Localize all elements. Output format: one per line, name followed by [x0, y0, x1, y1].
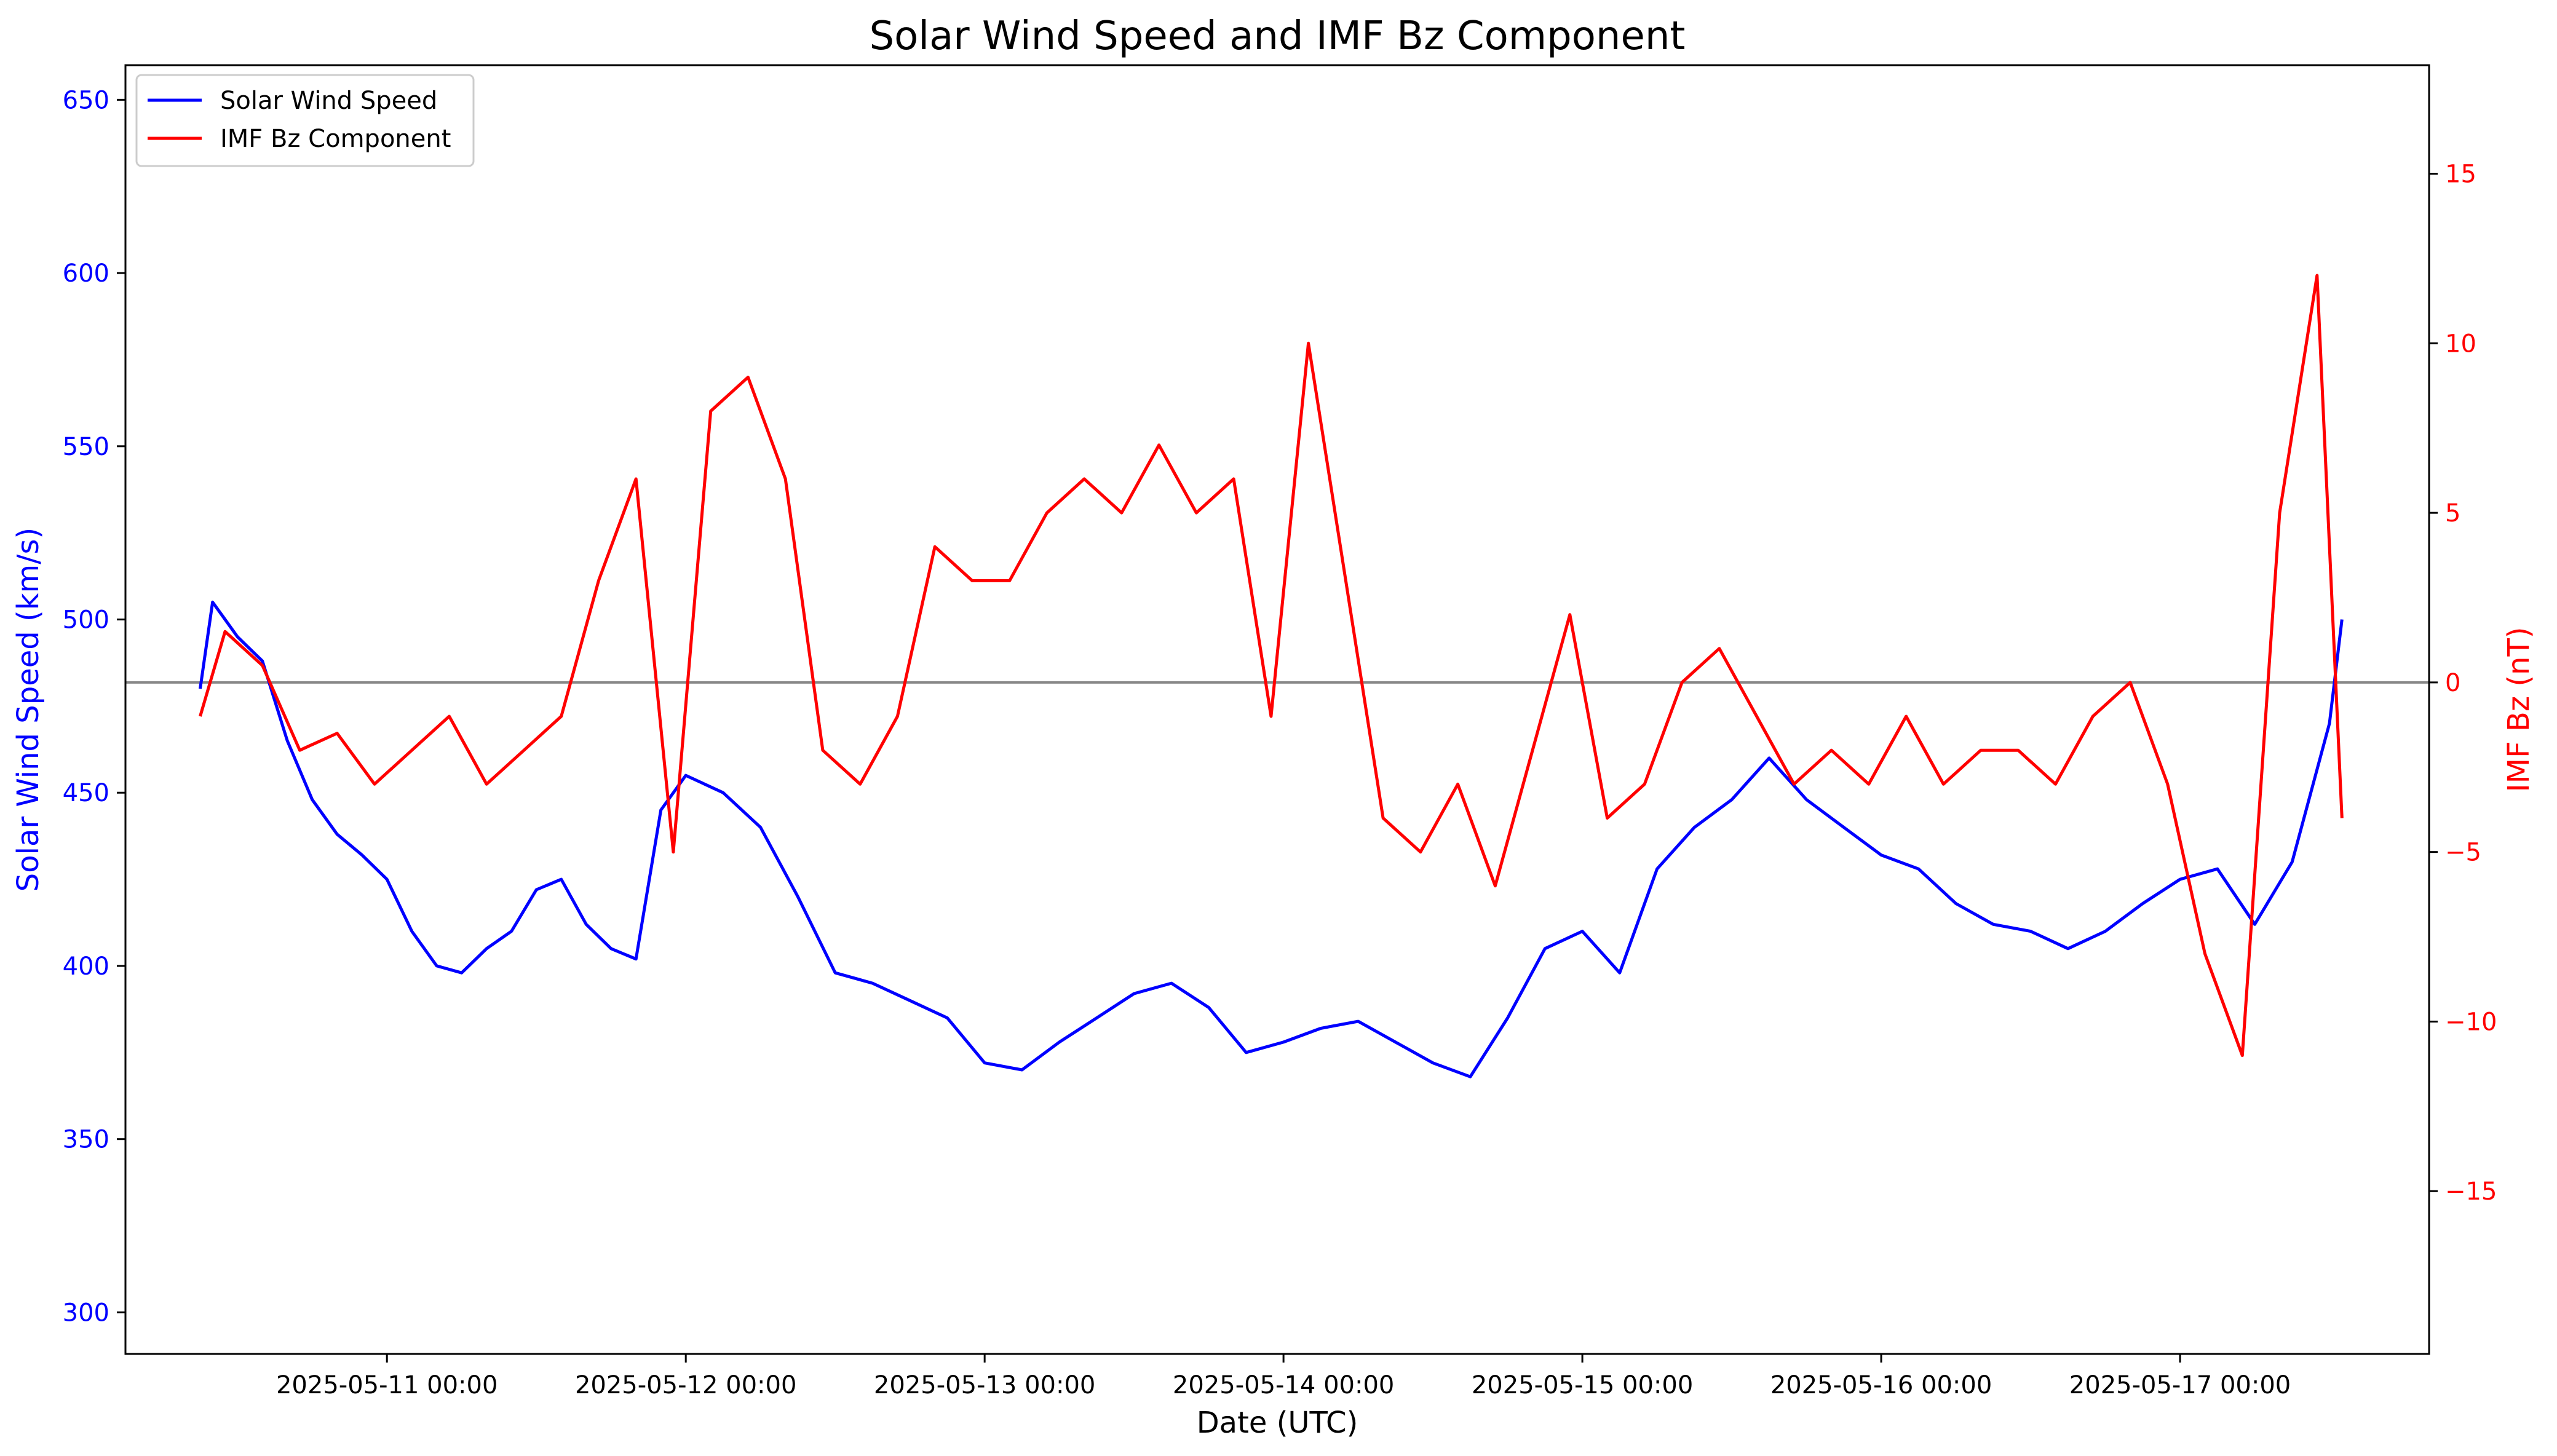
legend-label-solar-wind: Solar Wind Speed [220, 87, 437, 115]
y-right-tick-label: 0 [2445, 669, 2460, 697]
y-right-tick-label: −10 [2445, 1008, 2497, 1036]
plot-frame [124, 64, 2430, 1355]
y-axis-right: −15 −10 −5 0 5 10 15 [2429, 160, 2497, 1206]
y-right-tick-label: 15 [2445, 160, 2476, 189]
legend-box [135, 74, 475, 167]
y-left-tick-label: 350 [63, 1126, 109, 1154]
x-tick-label: 2025-05-13 00:00 [874, 1371, 1095, 1399]
y-axis-left-label: Solar Wind Speed (km/s) [11, 528, 46, 892]
x-tick-label: 2025-05-14 00:00 [1173, 1371, 1394, 1399]
x-tick-label: 2025-05-12 00:00 [575, 1371, 796, 1399]
legend-label-imf-bz: IMF Bz Component [220, 125, 451, 153]
x-tick-label: 2025-05-11 00:00 [276, 1371, 498, 1399]
plot-area [124, 64, 2430, 1355]
y-left-tick-label: 300 [63, 1299, 109, 1327]
y-right-tick-label: 10 [2445, 330, 2476, 358]
y-left-tick-label: 400 [63, 952, 109, 981]
x-tick-label: 2025-05-17 00:00 [2069, 1371, 2291, 1399]
y-right-tick-label: −5 [2445, 839, 2481, 867]
series-line-imf-bz [199, 274, 2344, 1058]
legend: Solar Wind Speed IMF Bz Component [135, 74, 475, 167]
y-right-tick-label: −15 [2445, 1177, 2497, 1206]
y-left-tick-label: 650 [63, 86, 109, 114]
x-axis: 2025-05-11 00:00 2025-05-12 00:00 2025-05-… [276, 1354, 2291, 1399]
y-left-tick-label: 550 [63, 433, 109, 461]
x-axis-label: Date (UTC) [1197, 1406, 1358, 1440]
y-axis-right-label: IMF Bz (nT) [2502, 627, 2536, 792]
series-layer [199, 274, 2344, 1078]
chart-title: Solar Wind Speed and IMF Bz Component [870, 14, 1686, 59]
x-tick-label: 2025-05-16 00:00 [1770, 1371, 1992, 1399]
series-line-solar-wind-speed [199, 600, 2344, 1078]
y-left-tick-label: 450 [63, 779, 109, 807]
y-left-tick-label: 600 [63, 259, 109, 288]
y-axis-left: 300 350 400 450 500 550 600 650 [63, 86, 125, 1327]
x-tick-label: 2025-05-15 00:00 [1472, 1371, 1693, 1399]
y-left-tick-label: 500 [63, 606, 109, 635]
y-right-tick-label: 5 [2445, 499, 2460, 528]
